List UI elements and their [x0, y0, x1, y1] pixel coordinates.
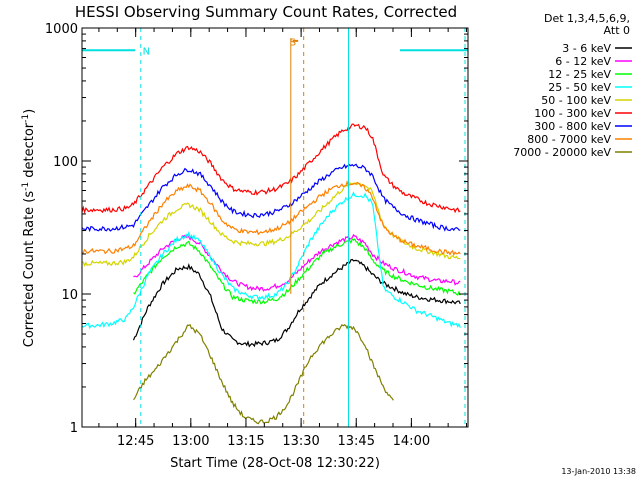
x-tick-label: 13:30 [282, 434, 319, 449]
legend-label: 25 - 50 keV [548, 81, 611, 94]
y-tick-label: 1000 [45, 22, 78, 37]
chart-title: HESSI Observing Summary Count Rates, Cor… [75, 3, 457, 21]
legend-label: 7000 - 20000 keV [513, 146, 611, 159]
y-tick-label: 100 [53, 155, 78, 170]
y-axis-label: Corrected Count Rate (s-1 detector-1) [21, 109, 37, 347]
series-line-4 [81, 181, 461, 268]
plot-frame [81, 27, 469, 428]
x-tick-label: 13:00 [172, 434, 209, 449]
legend-label: 50 - 100 keV [541, 94, 611, 107]
y-axis-label-sup2: -1 [21, 114, 31, 123]
series-line-7 [81, 180, 461, 257]
series-line-6 [81, 163, 461, 233]
series-line-2 [133, 237, 461, 305]
footer-timestamp: 13-Jan-2010 13:38 [561, 467, 636, 476]
x-axis-label: Start Time (28-Oct-08 12:30:22) [170, 456, 380, 471]
x-tick-label: 13:45 [338, 434, 375, 449]
y-axis: 1 10 100 1000 [45, 22, 468, 436]
legend-label: 6 - 12 keV [555, 55, 611, 68]
x-tick-label: 12:45 [117, 434, 154, 449]
y-tick-label: 10 [61, 288, 78, 303]
legend-label: 12 - 25 keV [548, 68, 611, 81]
x-tick-label: 14:00 [393, 434, 430, 449]
x-axis: 12:45 13:00 13:15 13:30 13:45 14:00 [98, 28, 468, 449]
legend-header-attenuator: Att 0 [604, 24, 630, 37]
series-line-5 [81, 123, 461, 214]
legend-label: 300 - 800 keV [534, 120, 611, 133]
series-line-8 [133, 323, 394, 425]
annotation-label: N [143, 46, 150, 57]
legend-header-detectors: Det 1,3,4,5,6,9, [544, 12, 630, 25]
legend-label: 800 - 7000 keV [527, 133, 611, 146]
series-line-3 [81, 191, 461, 330]
chart-marks: NS [81, 28, 468, 427]
y-axis-label-main: Corrected Count Rate (s [22, 191, 37, 348]
y-axis-label-mid: detector [22, 122, 37, 182]
legend-label: 3 - 6 keV [562, 42, 611, 55]
y-axis-label-sup1: -1 [21, 182, 31, 191]
y-tick-label: 1 [70, 421, 78, 436]
annotation-label: S [290, 38, 296, 49]
y-axis-label-end: ) [22, 109, 37, 114]
legend-label: 100 - 300 keV [534, 107, 611, 120]
series-line-0 [132, 258, 461, 348]
x-tick-label: 13:15 [227, 434, 264, 449]
